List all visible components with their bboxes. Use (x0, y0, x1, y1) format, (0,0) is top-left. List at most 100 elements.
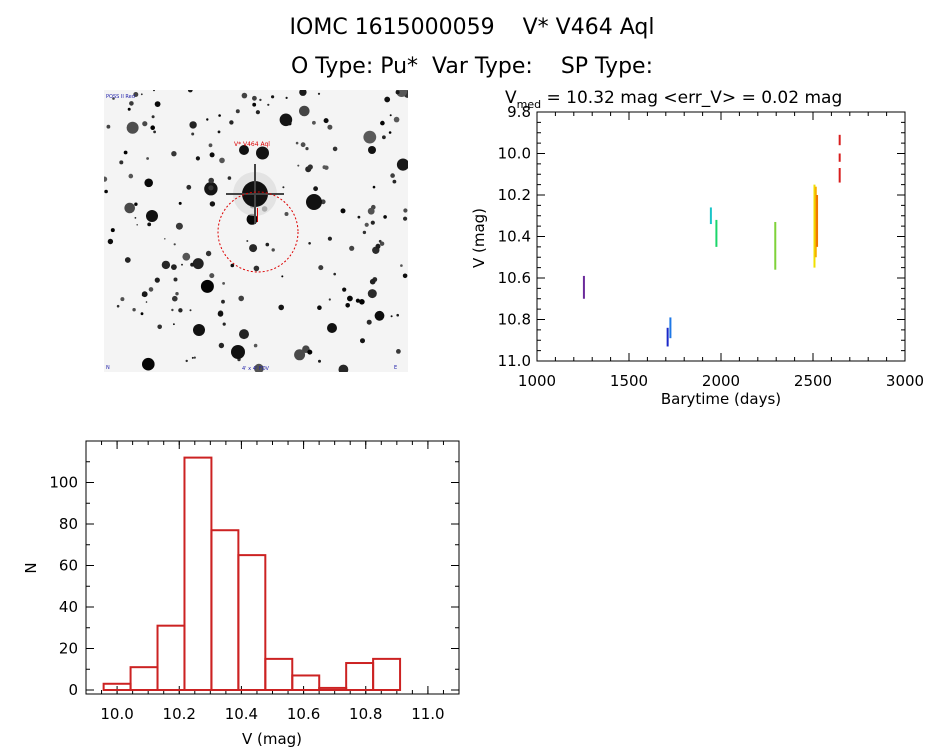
y-tick-label: 10.2 (498, 186, 531, 204)
sky-star (306, 194, 322, 210)
sky-star (133, 92, 139, 97)
y-tick-label: 20 (59, 640, 78, 658)
sky-star (154, 277, 160, 283)
sky-star (267, 103, 270, 106)
sky-star (193, 356, 196, 359)
data-point-cluster (666, 327, 669, 347)
sky-star (390, 173, 395, 178)
sky-star (362, 230, 367, 235)
x-tick-label: 10.2 (163, 705, 196, 723)
sky-star (317, 92, 321, 95)
sky-star (403, 208, 408, 213)
sky-star (360, 338, 365, 344)
sky-star (182, 252, 191, 261)
sky-star (395, 90, 400, 95)
sky-star (328, 298, 331, 301)
sky-star (340, 208, 346, 214)
sky-star (388, 131, 392, 134)
sky-star (172, 295, 178, 302)
histogram-chart: 10.0 10.2 10.4 10.6 10.8 11.0 0 20 40 60 80 100 V (… (22, 440, 460, 747)
sky-star (317, 305, 322, 310)
sky-star (246, 240, 249, 242)
sky-star (161, 260, 171, 270)
sky-star (396, 313, 400, 317)
sky-star (209, 201, 216, 207)
sky-star (106, 124, 111, 129)
light-curve-title: Vmed = 10.32 mag <err_V> = 0.02 mag (505, 88, 842, 111)
histogram-bar (210, 529, 240, 691)
sky-star (241, 92, 248, 99)
sky-star (218, 114, 221, 117)
sky-star (342, 287, 347, 292)
x-tick-label: 1000 (518, 372, 556, 390)
sky-star (208, 177, 214, 184)
sky-star (140, 93, 143, 96)
sky-star (235, 109, 240, 114)
histogram-ylabel: N (22, 562, 40, 573)
sky-star (119, 160, 124, 165)
data-point-cluster (709, 207, 712, 225)
data-point-cluster (582, 275, 585, 299)
sky-star (318, 359, 321, 363)
light-curve-ticks: 1000 1500 2000 2500 3000 9.8 10.0 10.2 10.4 10.6 1… (498, 103, 925, 390)
sky-star (278, 304, 284, 311)
sky-star (175, 222, 183, 230)
sky-star (178, 201, 182, 205)
sky-star (206, 118, 209, 121)
histogram-bar (156, 624, 186, 691)
sky-star (157, 324, 162, 330)
sky-star (380, 120, 385, 126)
sky-star (367, 289, 377, 299)
sky-star (323, 118, 329, 124)
sky-star (141, 291, 148, 298)
histogram-bar (264, 657, 294, 691)
sky-star (254, 363, 264, 372)
corner-label-bottom-left: N (106, 365, 110, 371)
sky-star (347, 295, 353, 302)
sky-star (369, 278, 376, 285)
sky-star (189, 309, 192, 312)
sky-star (308, 242, 311, 245)
corner-label-bottom-center: 4' x 4' FOV (242, 366, 270, 372)
sky-star (252, 95, 257, 101)
sky-star (367, 207, 375, 215)
sky-star (383, 215, 387, 219)
sky-star (189, 121, 197, 129)
sky-star (305, 147, 309, 151)
sky-star (187, 90, 193, 93)
sky-star (124, 257, 131, 263)
target-marker (257, 208, 258, 222)
sky-star (284, 212, 289, 216)
sky-star (239, 145, 249, 155)
histogram-bars (102, 456, 402, 692)
sky-star (178, 308, 183, 313)
sky-star (307, 349, 313, 355)
sky-star (271, 95, 275, 99)
sky-star (146, 210, 158, 222)
sky-star (153, 90, 155, 92)
sky-star (151, 115, 155, 119)
sky-star (150, 125, 155, 130)
sky-star (249, 244, 258, 253)
data-point-cluster (715, 219, 718, 247)
sky-star (253, 343, 258, 348)
sky-star (208, 185, 214, 191)
x-tick-label: 2500 (794, 372, 832, 390)
light-curve-chart: Vmed = 10.32 mag <err_V> = 0.02 mag 1000… (470, 88, 924, 408)
sky-star (173, 243, 176, 246)
x-tick-label: 10.8 (349, 705, 382, 723)
sky-star (104, 189, 108, 194)
sky-star (190, 262, 194, 267)
object-type-line: O Type: Pu* Var Type: SP Type: (290, 54, 653, 79)
background-stars (104, 90, 408, 372)
sky-star (255, 110, 260, 115)
sky-star (370, 220, 375, 225)
sky-star (185, 359, 188, 363)
sky-star (375, 243, 381, 249)
corner-label-top-left: POSS II Red (106, 94, 135, 100)
sky-star (256, 146, 269, 160)
sky-star (396, 349, 401, 354)
sky-star (193, 324, 205, 336)
sky-star (384, 96, 391, 103)
sky-star (231, 345, 245, 359)
